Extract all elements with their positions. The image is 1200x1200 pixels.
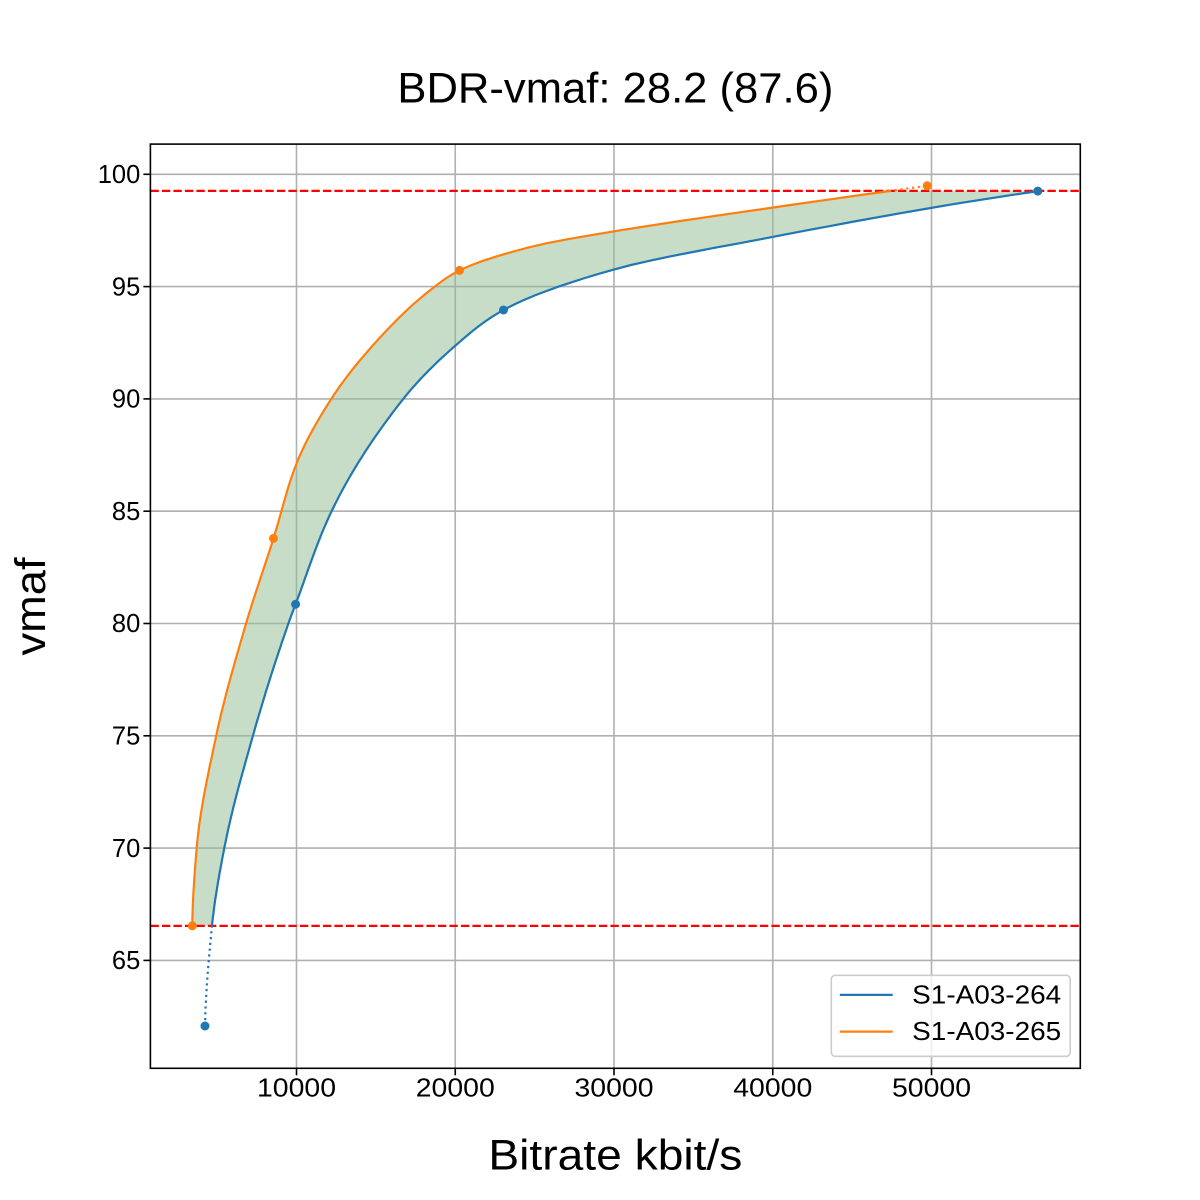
svg-text:BDR-vmaf: 28.2 (87.6): BDR-vmaf: 28.2 (87.6): [397, 65, 833, 112]
svg-text:75: 75: [112, 723, 140, 751]
svg-text:vmaf: vmaf: [8, 557, 55, 655]
svg-text:20000: 20000: [416, 1075, 495, 1103]
svg-text:95: 95: [112, 273, 140, 301]
svg-text:80: 80: [112, 610, 140, 638]
svg-text:Bitrate kbit/s: Bitrate kbit/s: [488, 1132, 742, 1179]
svg-text:70: 70: [112, 835, 140, 863]
svg-text:100: 100: [98, 161, 141, 189]
svg-text:85: 85: [112, 498, 140, 526]
svg-text:65: 65: [112, 947, 140, 975]
svg-text:S1-A03-264: S1-A03-264: [912, 982, 1061, 1010]
svg-text:S1-A03-265: S1-A03-265: [912, 1018, 1061, 1046]
svg-text:30000: 30000: [575, 1075, 654, 1103]
svg-text:40000: 40000: [733, 1075, 812, 1103]
svg-text:90: 90: [112, 386, 140, 414]
svg-text:50000: 50000: [892, 1075, 971, 1103]
svg-text:10000: 10000: [257, 1075, 336, 1103]
